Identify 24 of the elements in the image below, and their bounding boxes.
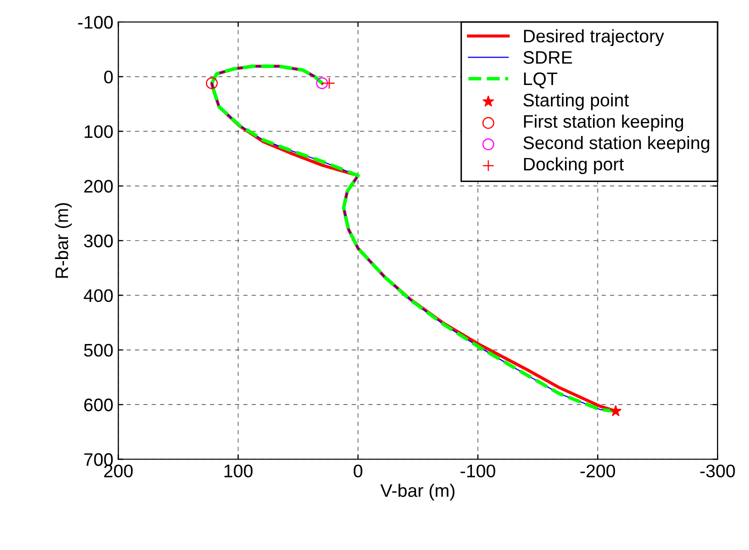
y-tick-label: 400 [84,289,113,302]
legend-label: Docking port [524,157,624,174]
x-axis-title: V-bar (m) [380,484,454,501]
legend-label: Desired trajectory [524,29,664,46]
x-tick-label: -100 [460,464,496,478]
y-tick-label: 700 [84,453,113,466]
x-tick-label: 100 [224,464,253,478]
x-tick-label: -200 [580,464,616,478]
y-tick-label: 100 [84,125,113,138]
y-tick-label: 300 [84,234,113,248]
legend-label: LQT [524,72,558,88]
x-tick-label: 200 [104,464,133,478]
y-tick-label: 500 [84,344,113,357]
legend-label: Second station keeping [523,136,710,153]
legend-label: SDRE [523,51,572,64]
legend-label: Starting point [523,93,629,110]
y-tick-label: -100 [78,16,113,29]
x-tick-label: -300 [700,464,735,478]
y-tick-label: 200 [84,180,113,193]
y-axis-title: R-bar (m) [54,203,72,278]
y-tick-label: 0 [104,70,113,84]
y-tick-label: 600 [84,398,113,412]
legend-label: First station keeping [524,114,684,132]
x-tick-label: 0 [354,464,362,478]
